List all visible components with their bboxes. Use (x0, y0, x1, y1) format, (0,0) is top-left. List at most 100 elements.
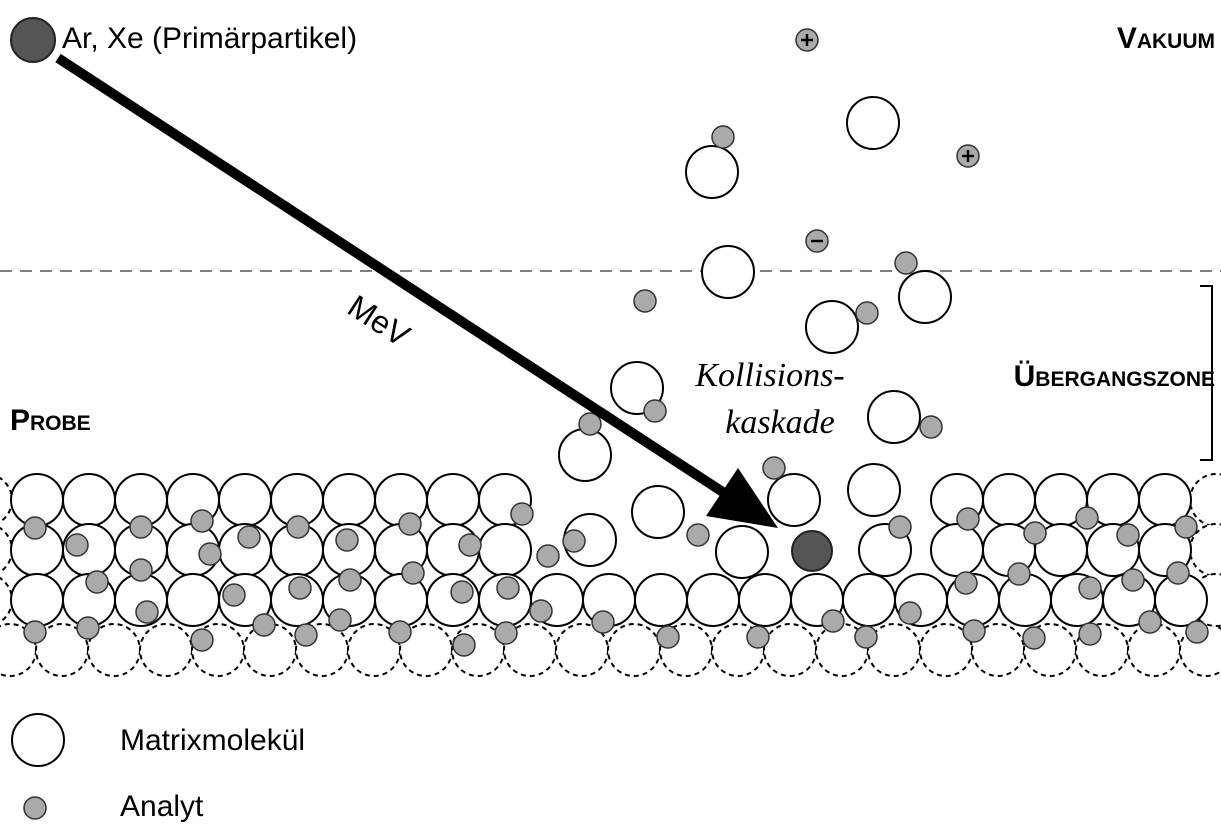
matrix-molecule (763, 623, 817, 677)
matrix-molecule (847, 463, 901, 517)
analyte (529, 599, 553, 623)
analyte (129, 558, 153, 582)
analyte (962, 619, 986, 643)
analyte (288, 576, 312, 600)
analyte (686, 523, 710, 547)
analyte (496, 576, 520, 600)
implanted-particle (791, 530, 833, 572)
analyte (1075, 506, 1099, 530)
matrix-molecule (426, 473, 480, 527)
legend-matrix: Matrixmolekül (120, 724, 305, 757)
matrix-molecule (846, 96, 900, 150)
matrix-molecule (930, 523, 984, 577)
analyte (1174, 515, 1198, 539)
matrix-molecule (867, 390, 921, 444)
analyte (398, 512, 422, 536)
analyte (76, 616, 100, 640)
analyte (190, 628, 214, 652)
energy-label: MeV (342, 288, 417, 354)
matrix-molecule (715, 525, 769, 579)
analyte (1023, 521, 1047, 545)
analyte (821, 609, 845, 633)
matrix-molecule (685, 145, 739, 199)
zone-bracket (1200, 285, 1213, 461)
analyte (135, 600, 159, 624)
analyte (388, 620, 412, 644)
matrix-molecule (982, 473, 1036, 527)
analyte (335, 528, 359, 552)
arrow-head (706, 468, 778, 528)
analyte (190, 509, 214, 533)
analyte (510, 502, 534, 526)
analyte (888, 515, 912, 539)
matrix-molecule (1189, 473, 1221, 527)
matrix-molecule (166, 573, 220, 627)
matrix-molecule (842, 573, 896, 627)
analyte (252, 613, 276, 637)
analyte (1121, 568, 1145, 592)
analyte (23, 620, 47, 644)
analyte (591, 610, 615, 634)
matrix-molecule (898, 270, 952, 324)
analyte (746, 625, 770, 649)
analyte (643, 399, 667, 423)
analyte (294, 623, 318, 647)
analyte (1078, 576, 1102, 600)
analyte (898, 601, 922, 625)
matrix-molecule (139, 623, 193, 677)
analyte (762, 456, 786, 480)
analyte (562, 529, 586, 553)
analyte (855, 301, 879, 325)
analyte (222, 583, 246, 607)
analyte (1138, 610, 1162, 634)
analyte (237, 525, 261, 549)
analyte (956, 507, 980, 531)
analyte (85, 570, 109, 594)
legend-matrix-icon (11, 713, 65, 767)
analyte (1007, 562, 1031, 586)
analyte (1166, 561, 1190, 585)
analyte (711, 125, 735, 149)
legend-analyte-icon (23, 796, 47, 820)
analyte (328, 608, 352, 632)
analyte (1078, 622, 1102, 646)
analyte (23, 516, 47, 540)
zone-label: Übergangszone (1014, 360, 1215, 393)
analyte (954, 571, 978, 595)
analyte (919, 415, 943, 439)
analyte (198, 542, 222, 566)
analyte (536, 544, 560, 568)
matrix-molecule (10, 573, 64, 627)
analyte (1185, 620, 1209, 644)
matrix-molecule (805, 300, 859, 354)
analyte (1022, 626, 1046, 650)
analyte (65, 533, 89, 557)
primary-particle (10, 17, 56, 63)
analyte (1116, 523, 1140, 547)
matrix-molecule (767, 473, 821, 527)
analyte (458, 533, 482, 557)
analyte (286, 515, 310, 539)
cascade-label: kaskade (725, 404, 835, 441)
sample-label: Probe (10, 404, 91, 437)
matrix-molecule (218, 473, 272, 527)
matrix-molecule (686, 573, 740, 627)
analyte (338, 568, 362, 592)
matrix-molecule (738, 573, 792, 627)
analyte (129, 515, 153, 539)
matrix-molecule (558, 428, 612, 482)
analyte (633, 289, 657, 313)
primary-arrow (55, 53, 738, 505)
analyte (894, 251, 918, 275)
matrix-molecule (634, 573, 688, 627)
analyte (450, 580, 474, 604)
matrix-molecule (62, 473, 116, 527)
vacuum-label: Vakuum (1117, 22, 1215, 55)
analyte (578, 412, 602, 436)
analyte (854, 625, 878, 649)
matrix-molecule (607, 623, 661, 677)
legend-analyte: Analyt (120, 790, 204, 823)
particles (0, 28, 1221, 677)
analyte (494, 621, 518, 645)
